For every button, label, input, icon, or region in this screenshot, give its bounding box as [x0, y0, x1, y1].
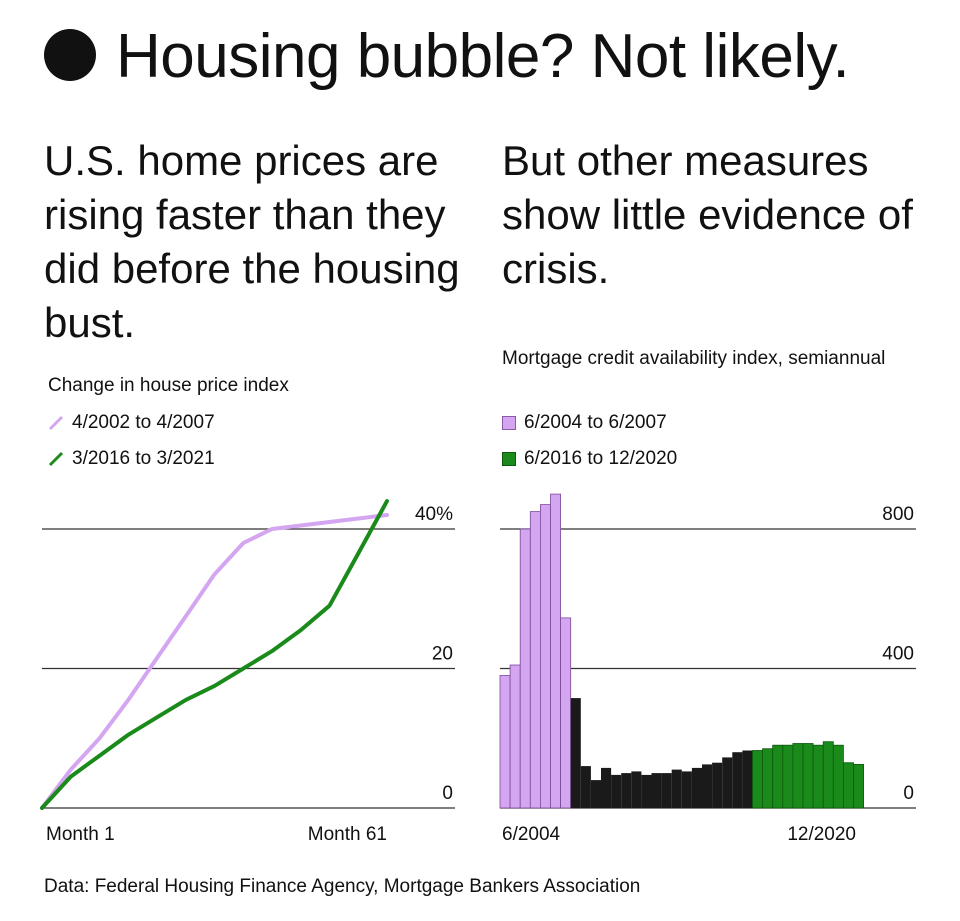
headline-text: Housing bubble? Not likely.: [116, 22, 850, 91]
left-legend: 4/2002 to 4/2007 3/2016 to 3/2021: [48, 405, 215, 477]
square-swatch-icon: [502, 452, 516, 466]
bar: [601, 767, 612, 808]
bar: [722, 757, 733, 808]
bullet-dot-icon: [44, 28, 96, 81]
y-tick-label: 40%: [415, 504, 453, 525]
bar: [671, 769, 682, 808]
y-tick-label: 0: [442, 783, 453, 804]
bar: [853, 764, 865, 809]
bar: [570, 698, 581, 808]
y-tick-label: 20: [432, 644, 453, 665]
bar: [812, 744, 824, 809]
bar: [802, 743, 814, 809]
line-swatch-icon: [48, 451, 64, 467]
bar: [772, 744, 784, 809]
bar: [822, 741, 834, 809]
left-subhead: U.S. home prices are rising faster than …: [44, 137, 460, 346]
x-tick-label: 12/2020: [787, 824, 856, 845]
bar: [782, 744, 794, 809]
legend-item: 6/2004 to 6/2007: [502, 405, 677, 441]
bar: [832, 744, 844, 809]
x-tick-label: Month 1: [46, 824, 115, 845]
x-tick-label: 6/2004: [502, 824, 561, 845]
bar: [540, 504, 551, 809]
bar: [529, 511, 541, 809]
series-line: [40, 513, 389, 810]
bar: [499, 675, 511, 809]
legend-label: 6/2016 to 12/2020: [524, 448, 678, 469]
bar: [621, 773, 632, 808]
bar: [550, 493, 562, 809]
bar: [590, 780, 601, 808]
bar: [661, 773, 672, 808]
bar: [792, 743, 804, 809]
legend-label: 3/2016 to 3/2021: [72, 448, 215, 469]
series-line: [40, 499, 389, 810]
bar: [752, 750, 764, 809]
left-chart-title: Change in house price index: [48, 375, 289, 396]
bar: [732, 752, 743, 808]
headline: Housing bubble? Not likely.: [44, 12, 850, 102]
bar: [641, 774, 652, 808]
bar: [742, 750, 753, 808]
bar: [509, 664, 521, 809]
bar: [651, 773, 662, 808]
square-swatch-icon: [502, 416, 516, 430]
legend-label: 6/2004 to 6/2007: [524, 412, 667, 433]
legend-label: 4/2002 to 4/2007: [72, 412, 215, 433]
x-tick-label: Month 61: [308, 824, 387, 845]
bar: [611, 774, 622, 808]
right-subhead: But other measures show little evidence …: [502, 137, 913, 292]
legend-item: 3/2016 to 3/2021: [48, 441, 215, 477]
y-tick-label: 400: [882, 644, 914, 665]
line-swatch-icon: [48, 415, 64, 431]
bar: [631, 771, 642, 808]
y-tick-label: 0: [903, 783, 914, 804]
bar: [560, 617, 572, 809]
legend-item: 6/2016 to 12/2020: [502, 441, 677, 477]
bar: [702, 764, 713, 808]
bar: [519, 528, 531, 809]
bar: [712, 762, 723, 808]
bar: [691, 767, 702, 808]
y-tick-label: 800: [882, 504, 914, 525]
source-note: Data: Federal Housing Finance Agency, Mo…: [44, 876, 641, 897]
bar: [580, 766, 591, 808]
bar: [681, 771, 692, 808]
right-chart-title: Mortgage credit availability index, semi…: [502, 348, 886, 369]
legend-item: 4/2002 to 4/2007: [48, 405, 215, 441]
bar: [843, 762, 854, 809]
bar: [762, 748, 774, 809]
right-legend: 6/2004 to 6/2007 6/2016 to 12/2020: [502, 405, 677, 477]
